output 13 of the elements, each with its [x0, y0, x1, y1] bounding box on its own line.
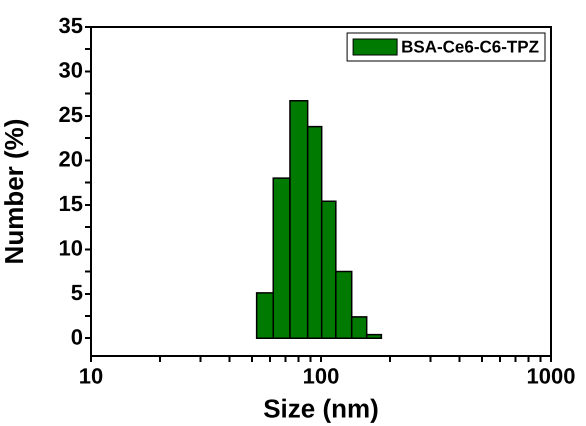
y-tick-label: 15 — [58, 190, 83, 216]
y-tick-label: 35 — [58, 13, 83, 38]
x-tick-label: 100 — [302, 363, 340, 388]
y-tick-label: 0 — [70, 324, 83, 350]
x-axis-title: Size (nm) — [263, 394, 379, 424]
y-tick-label: 5 — [70, 280, 83, 305]
y-tick-label: 20 — [58, 146, 83, 172]
y-tick-label: 25 — [58, 102, 83, 127]
y-axis-title: Number (%) — [0, 118, 29, 264]
x-tick-label: 1000 — [526, 363, 576, 388]
y-tick-label: 10 — [58, 235, 83, 260]
y-tick-label: 30 — [58, 58, 83, 83]
legend-label: BSA-Ce6-C6-TPZ — [401, 38, 540, 57]
